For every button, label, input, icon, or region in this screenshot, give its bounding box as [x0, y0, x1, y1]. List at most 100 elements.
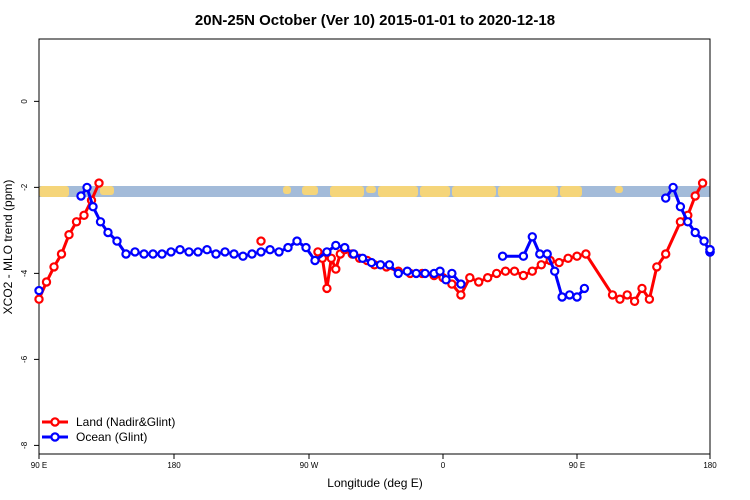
legend-ocean-marker: [50, 432, 60, 442]
data-point: [211, 249, 221, 259]
data-point: [326, 253, 336, 263]
chart-title: 20N-25N October (Ver 10) 2015-01-01 to 2…: [195, 12, 555, 29]
x-tick-label: 180: [703, 461, 717, 470]
map-land-shape: [378, 186, 418, 197]
data-point: [518, 270, 529, 281]
data-point: [274, 247, 284, 257]
data-point: [675, 217, 686, 227]
data-point: [157, 249, 167, 259]
data-point: [393, 268, 403, 279]
data-point: [527, 266, 538, 276]
data-point: [331, 264, 341, 274]
data-point: [71, 217, 82, 227]
y-tick-label: -4: [20, 269, 29, 277]
data-point: [301, 242, 311, 253]
data-point: [310, 255, 320, 266]
series-land-nadir-glint: [34, 178, 708, 306]
data-point: [402, 266, 412, 276]
data-point: [340, 242, 350, 253]
plot-frame: [38, 38, 711, 455]
data-point: [690, 227, 700, 238]
data-point: [509, 266, 520, 276]
data-point: [247, 249, 257, 259]
data-point: [64, 229, 74, 240]
map-land-shape: [615, 186, 623, 193]
data-point: [313, 247, 323, 257]
data-point: [550, 266, 560, 276]
data-point: [705, 244, 715, 255]
data-point: [56, 249, 67, 259]
data-point: [349, 249, 359, 259]
data-point: [384, 260, 395, 270]
data-point: [447, 279, 457, 289]
x-axis: 90 E 180 90 W 0 90 E 180: [31, 454, 717, 470]
data-point: [668, 182, 678, 193]
data-point: [322, 283, 332, 294]
data-point: [41, 277, 52, 287]
data-point: [697, 178, 708, 188]
series-ocean-glint: [34, 182, 715, 302]
data-point: [483, 273, 493, 283]
data-point: [256, 236, 266, 246]
x-tick-label: 90 E: [31, 461, 47, 470]
data-point: [238, 251, 248, 261]
data-point: [220, 247, 230, 257]
y-tick-label: -6: [20, 355, 29, 363]
data-point: [411, 268, 421, 279]
data-point: [130, 247, 140, 257]
map-land-shape: [498, 186, 558, 197]
data-point: [256, 247, 266, 257]
data-point: [615, 294, 625, 304]
data-point: [103, 227, 113, 238]
data-point: [581, 249, 591, 259]
data-point: [497, 251, 508, 261]
x-tick-label: 0: [441, 461, 446, 470]
data-point: [184, 247, 194, 257]
data-point: [536, 260, 547, 270]
data-point: [542, 249, 552, 259]
data-point: [629, 296, 640, 306]
series-line: [316, 182, 704, 303]
y-tick-label: -2: [20, 183, 29, 191]
legend-land-label: Land (Nadir&Glint): [76, 415, 175, 429]
legend: Land (Nadir&Glint) Ocean (Glint): [42, 415, 175, 444]
data-point: [441, 275, 451, 285]
data-point: [456, 290, 466, 300]
y-tick-label: 0: [20, 99, 29, 104]
legend-ocean-label: Ocean (Glint): [76, 430, 147, 444]
data-point: [564, 290, 575, 300]
data-point: [699, 236, 709, 246]
data-point: [49, 262, 59, 272]
data-point: [331, 240, 341, 251]
data-point: [193, 247, 203, 257]
data-point: [292, 236, 302, 246]
map-land-shape: [452, 186, 496, 197]
y-tick-label: -8: [20, 441, 29, 449]
data-point: [637, 283, 647, 294]
data-point: [76, 191, 86, 201]
data-point: [527, 232, 538, 242]
data-point: [661, 249, 671, 259]
data-point: [112, 236, 122, 246]
data-point: [652, 262, 662, 272]
data-point: [283, 242, 293, 253]
data-point: [265, 244, 275, 255]
data-point: [166, 247, 176, 257]
data-point: [148, 249, 158, 259]
map-land-shape: [420, 186, 450, 197]
data-point: [139, 249, 149, 259]
data-point: [675, 201, 686, 212]
y-axis: 0 -2 -4 -6 -8: [20, 99, 39, 449]
map-land-shape: [39, 186, 69, 197]
data-point: [683, 217, 693, 227]
map-land-shape: [560, 186, 582, 197]
map-land-shape: [302, 186, 318, 195]
data-point: [447, 268, 457, 279]
data-point: [366, 257, 377, 268]
data-point: [554, 257, 564, 268]
data-point: [34, 294, 44, 304]
map-land-shapes: [39, 186, 623, 197]
y-axis-label: XCO2 - MLO trend (ppm): [1, 180, 15, 315]
data-point: [500, 266, 511, 276]
data-point: [202, 244, 212, 255]
